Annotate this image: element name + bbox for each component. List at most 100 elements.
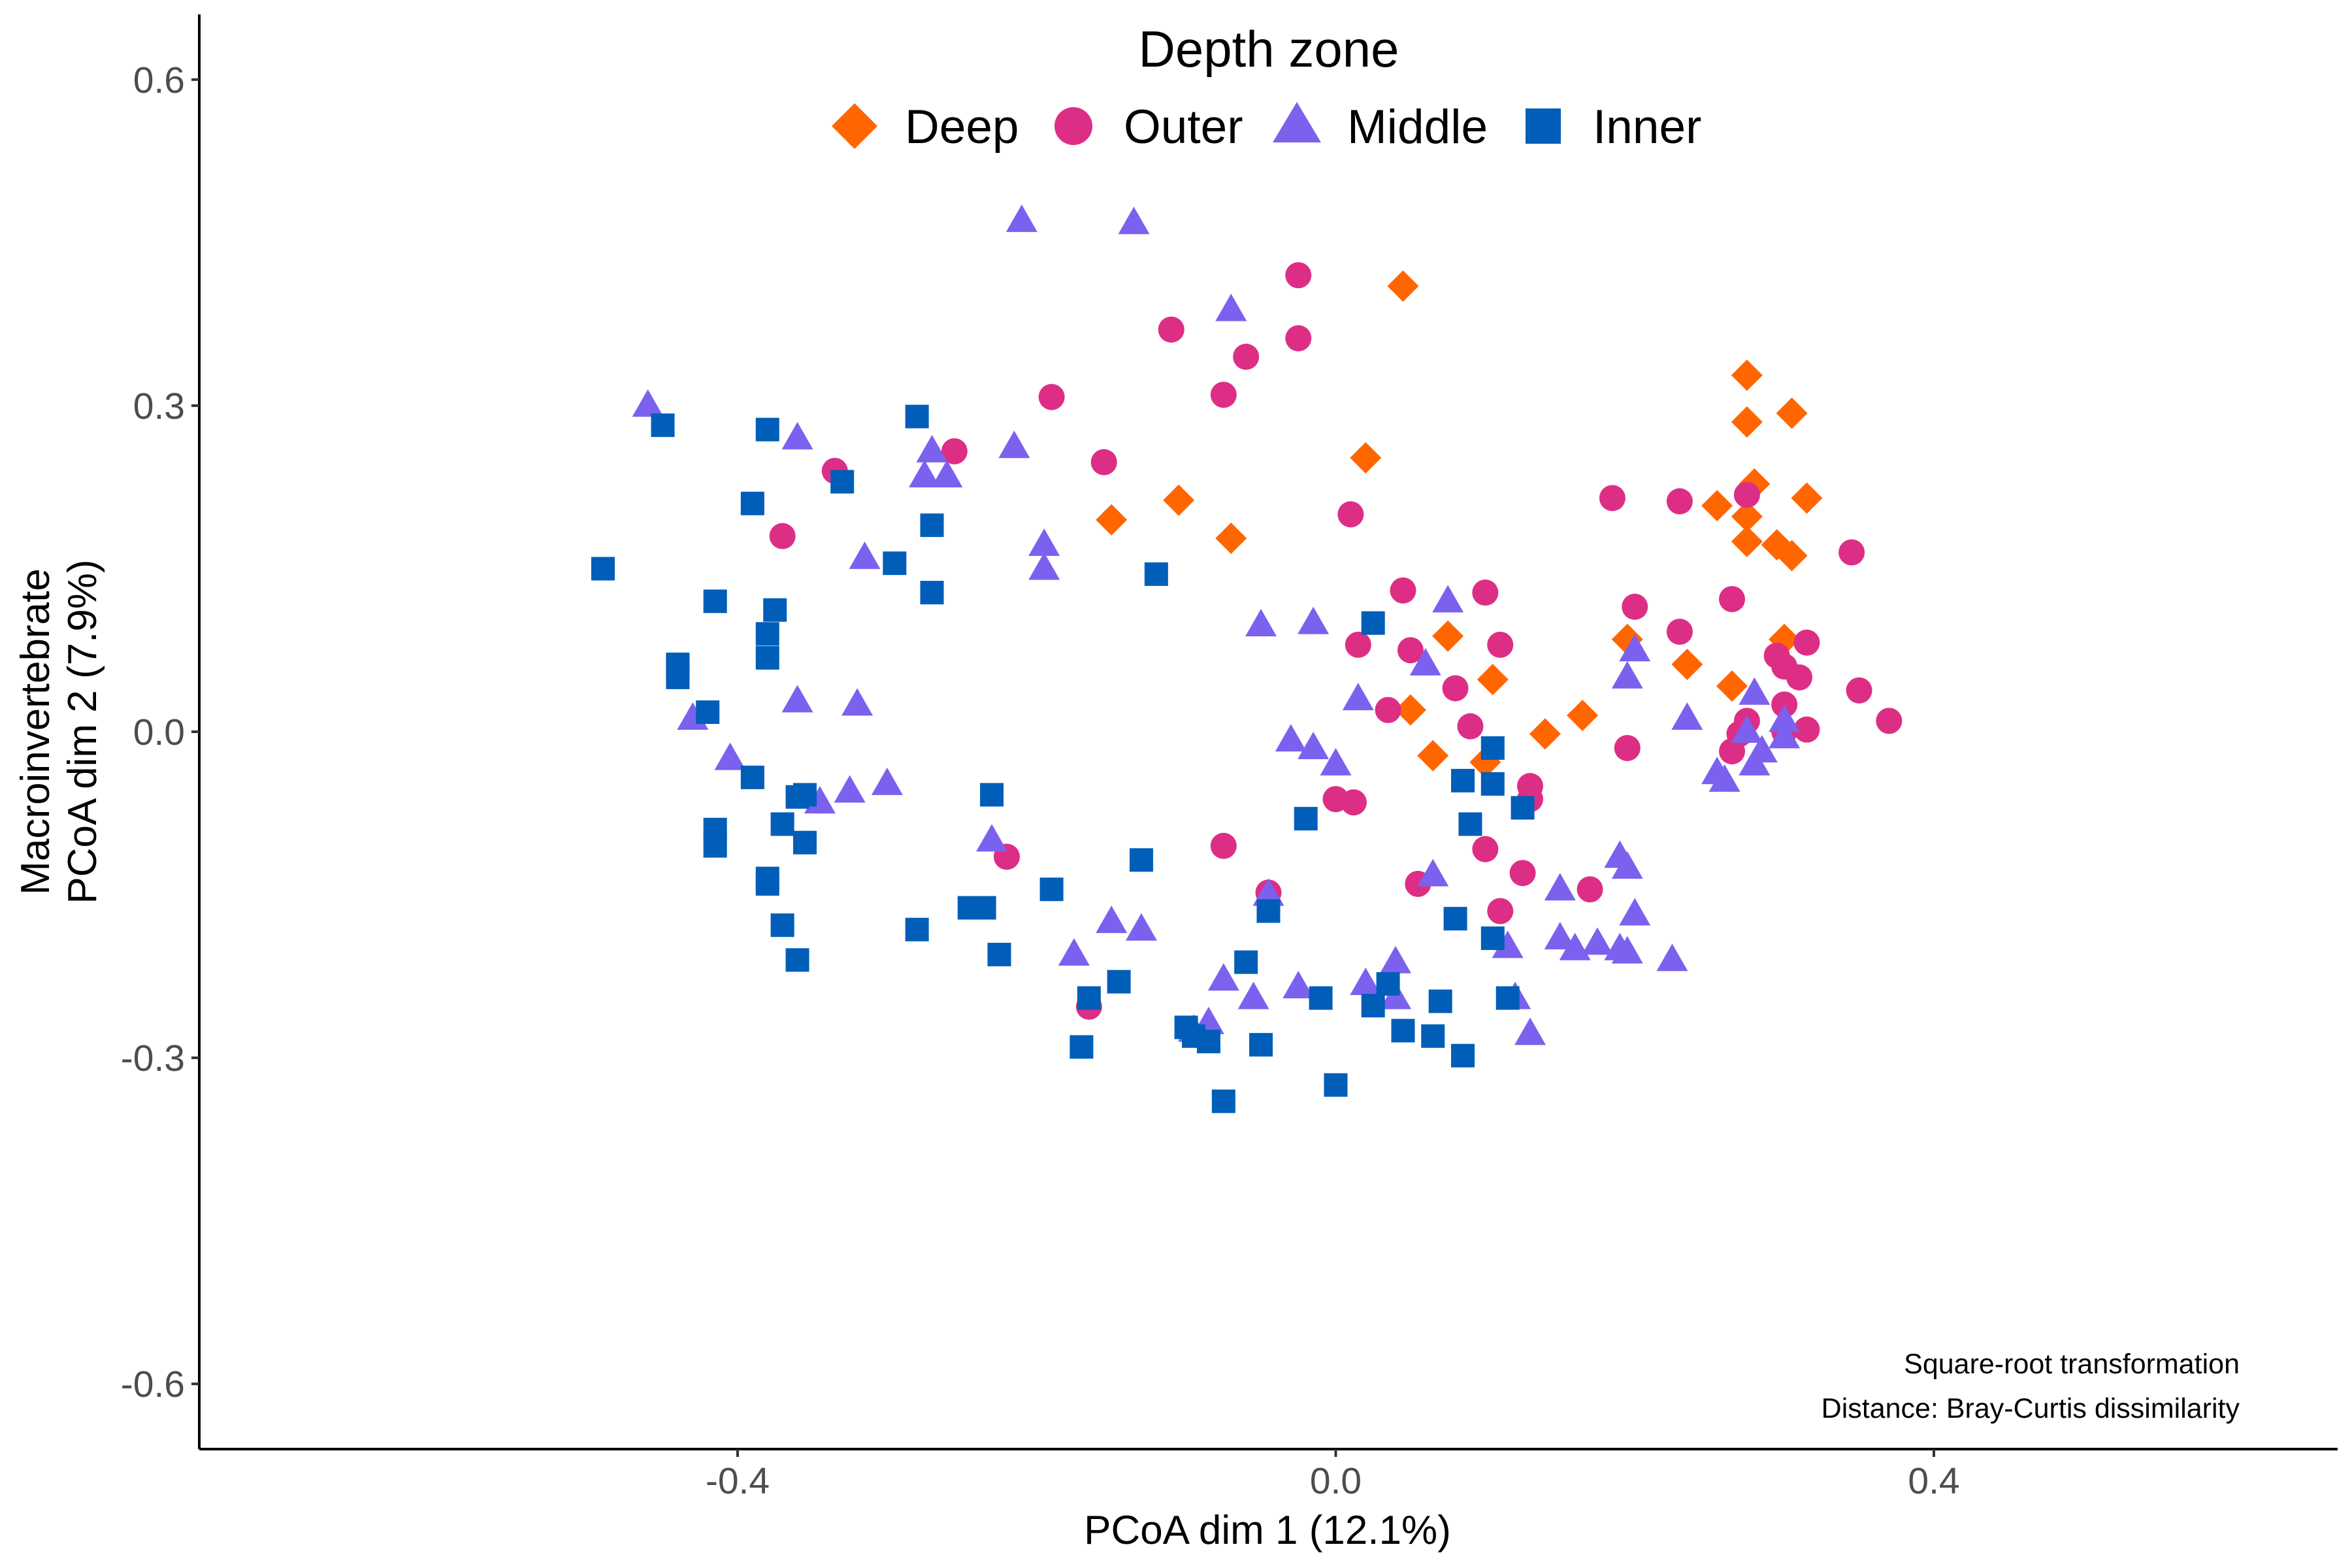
middle-point: [1432, 585, 1464, 613]
middle-point: [1739, 677, 1771, 705]
outer-point: [1390, 577, 1416, 604]
middle-point: [1671, 702, 1703, 730]
annotation-block: Square-root transformation Distance: Bra…: [1821, 1348, 2240, 1424]
middle-point: [1275, 724, 1307, 752]
middle-point: [1544, 922, 1576, 950]
middle-point: [1769, 704, 1801, 732]
outer-point: [1733, 482, 1760, 508]
middle-point: [871, 767, 903, 795]
deep-point: [1394, 694, 1426, 726]
inner-point: [830, 470, 855, 494]
outer-point: [1838, 539, 1865, 566]
middle-point: [1492, 930, 1524, 958]
outer-point: [1397, 637, 1424, 664]
middle-point: [1096, 906, 1128, 934]
inner-point: [1234, 950, 1258, 974]
deep-point: [1716, 670, 1748, 702]
outer-point: [1442, 675, 1469, 702]
series-inner: [591, 404, 1535, 1113]
x-axis: -0.4 0.0 0.4: [199, 1448, 2338, 1502]
inner-point: [1107, 970, 1131, 994]
deep-point: [1529, 718, 1561, 750]
inner-point: [792, 783, 817, 807]
middle-point: [1252, 878, 1284, 906]
outer-point: [1285, 262, 1312, 289]
middle-point: [781, 421, 813, 449]
inner-point: [1391, 1019, 1415, 1043]
deep-point: [1701, 489, 1733, 521]
outer-point: [1793, 716, 1820, 743]
middle-point: [1656, 943, 1688, 972]
y-axis-title-line2: PCoA dim 2 (7.9%): [60, 559, 105, 904]
deep-point: [1163, 484, 1195, 516]
inner-point: [1511, 796, 1535, 820]
deep-point: [1417, 740, 1449, 772]
deep-point: [1477, 664, 1509, 696]
legend-key-inner: [1526, 108, 1561, 144]
middle-point: [916, 434, 948, 463]
middle-point: [1380, 945, 1412, 973]
inner-point: [1495, 986, 1520, 1010]
outer-point: [1345, 631, 1371, 658]
outer-point: [1375, 696, 1401, 723]
deep-point: [1791, 482, 1823, 514]
outer-point: [1158, 316, 1184, 343]
outer-point: [1487, 631, 1514, 658]
outer-point: [1472, 836, 1499, 862]
middle-point: [781, 685, 813, 713]
deep-point: [1567, 700, 1599, 732]
inner-point: [1451, 1043, 1475, 1068]
deep-point: [1731, 525, 1763, 557]
inner-point: [755, 622, 779, 646]
middle-point: [834, 775, 866, 803]
data-points: [591, 204, 1903, 1113]
inner-point: [755, 417, 779, 442]
outer-point: [1090, 449, 1117, 476]
outer-point: [1210, 832, 1237, 859]
outer-point: [1719, 738, 1746, 764]
outer-point: [769, 523, 796, 549]
middle-point: [1731, 715, 1763, 743]
outer-point: [1457, 713, 1484, 740]
middle-point: [1739, 747, 1771, 776]
middle-point: [1005, 204, 1037, 233]
outer-point: [941, 438, 968, 465]
middle-point: [1409, 647, 1441, 676]
series-deep: [1096, 270, 1823, 778]
legend-key-outer: [1054, 107, 1092, 145]
inner-point: [1256, 899, 1281, 923]
inner-point: [740, 765, 764, 789]
outer-point: [1233, 344, 1260, 370]
middle-point: [1320, 747, 1352, 776]
inner-point: [920, 513, 944, 537]
middle-point: [1125, 913, 1157, 941]
legend-label-inner: Inner: [1593, 101, 1701, 154]
inner-point: [1077, 986, 1101, 1010]
outer-point: [1719, 586, 1746, 613]
inner-point: [1421, 1024, 1445, 1048]
y-tick-label: -0.6: [121, 1364, 185, 1405]
inner-point: [905, 917, 929, 941]
inner-point: [1039, 877, 1064, 902]
middle-point: [909, 460, 941, 488]
outer-point: [1038, 384, 1065, 410]
middle-point: [1028, 552, 1060, 580]
outer-point: [1210, 382, 1237, 408]
legend: Depth zone Deep Outer Middle Inner: [832, 20, 1701, 154]
middle-point: [1245, 608, 1277, 636]
deep-point: [1731, 500, 1763, 532]
x-tick-label: -0.4: [706, 1460, 770, 1502]
inner-point: [703, 834, 727, 858]
middle-point: [1544, 873, 1576, 901]
outer-point: [1666, 488, 1693, 515]
annotation-transformation: Square-root transformation: [1904, 1348, 2240, 1380]
outer-point: [1793, 629, 1820, 656]
middle-point: [1350, 967, 1382, 995]
y-ticks: -0.6 -0.3 0.0 0.3 0.6: [121, 59, 199, 1405]
deep-point: [1731, 359, 1763, 391]
inner-point: [785, 948, 809, 972]
legend-label-deep: Deep: [905, 101, 1019, 154]
middle-point: [1237, 981, 1269, 1009]
middle-point: [1611, 661, 1643, 689]
deep-point: [1671, 648, 1703, 680]
